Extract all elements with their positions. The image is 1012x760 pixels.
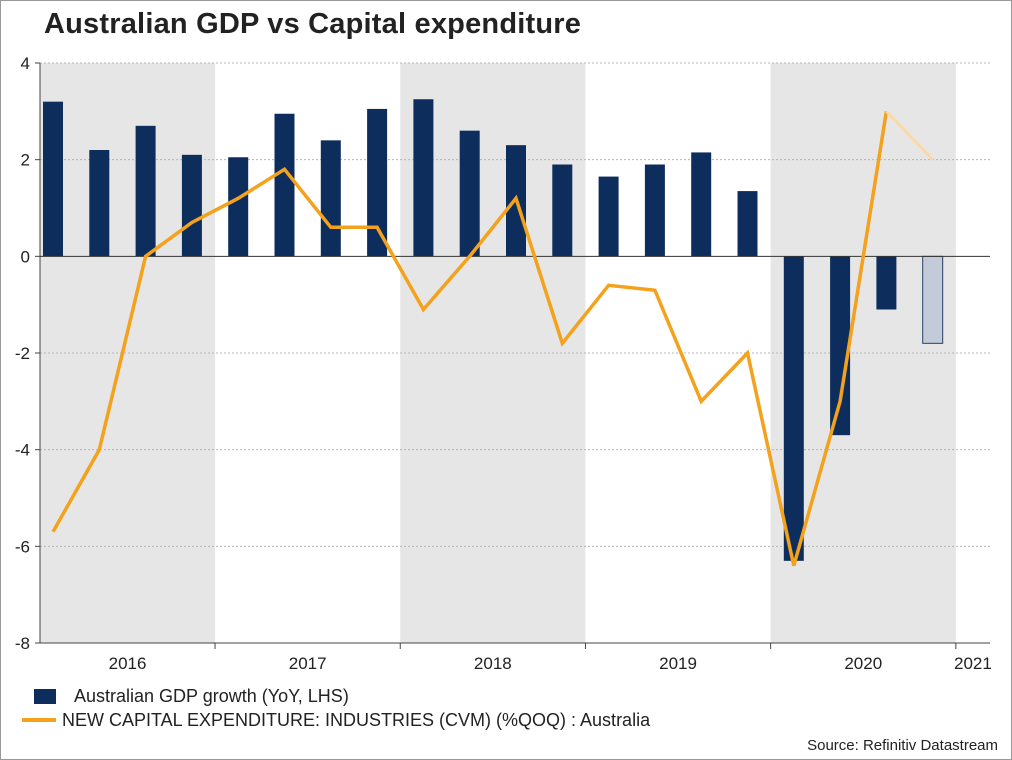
gdp-bar <box>459 130 480 257</box>
x-year-label: 2016 <box>109 654 147 673</box>
gdp-bar <box>644 164 665 257</box>
x-year-label: 2020 <box>844 654 882 673</box>
y-tick-label: 0 <box>21 247 30 266</box>
gdp-bar <box>783 256 804 561</box>
y-tick-label: -8 <box>15 634 30 653</box>
capex-line-actual <box>51 111 889 567</box>
gdp-bar <box>274 113 295 257</box>
gdp-bar <box>320 140 341 257</box>
source-note: Source: Refinitiv Datastream <box>807 737 998 754</box>
legend-gdp-label: Australian GDP growth (YoY, LHS) <box>74 685 349 706</box>
axis-labels: 4 2 0 -2 -4 -6 -8 2016 2017 2018 2019 2020 2021 <box>15 54 992 673</box>
x-year-label: 2019 <box>659 654 697 673</box>
x-year-label: 2017 <box>289 654 327 673</box>
legend-item-capex: NEW CAPITAL EXPENDITURE: INDUSTRIES (CVM… <box>22 708 651 732</box>
legend-capex-label: NEW CAPITAL EXPENDITURE: INDUSTRIES (CVM… <box>62 709 651 730</box>
axes <box>35 62 990 649</box>
legend-line-swatch <box>22 718 56 722</box>
capex-line <box>51 110 934 567</box>
y-tick-label: -2 <box>15 344 30 363</box>
y-tick-label: 4 <box>21 54 30 73</box>
x-year-label: 2018 <box>474 654 512 673</box>
gdp-bar <box>598 176 619 257</box>
y-tick-label: 2 <box>21 151 30 170</box>
x-year-label: 2021 <box>954 654 992 673</box>
gdp-bar <box>552 164 573 257</box>
gdp-bar <box>89 150 110 257</box>
gdp-bar <box>181 154 202 257</box>
gdp-bar <box>922 255 944 344</box>
chart-title: Australian GDP vs Capital expenditure <box>44 8 582 40</box>
legend-bar-swatch <box>34 688 56 704</box>
gdp-bar <box>691 152 712 257</box>
gdp-bar <box>228 157 249 257</box>
gdp-bars <box>43 99 944 561</box>
chart-svg: 4 2 0 -2 -4 -6 -8 2016 2017 2018 2019 2020 2021 <box>15 54 992 673</box>
gdp-bar <box>737 191 758 257</box>
gdp-bar <box>43 101 63 257</box>
y-tick-label: -6 <box>15 537 30 556</box>
gdp-bar <box>876 256 897 310</box>
gdp-bar <box>367 108 388 257</box>
legend-item-gdp: Australian GDP growth (YoY, LHS) <box>34 684 650 708</box>
gdp-bar <box>135 125 156 257</box>
gdp-bar <box>413 99 434 257</box>
legend: Australian GDP growth (YoY, LHS) NEW CAP… <box>22 684 651 732</box>
capex-line-forecast <box>885 110 934 161</box>
y-tick-label: -4 <box>15 441 30 460</box>
gdp-bar <box>830 256 851 436</box>
